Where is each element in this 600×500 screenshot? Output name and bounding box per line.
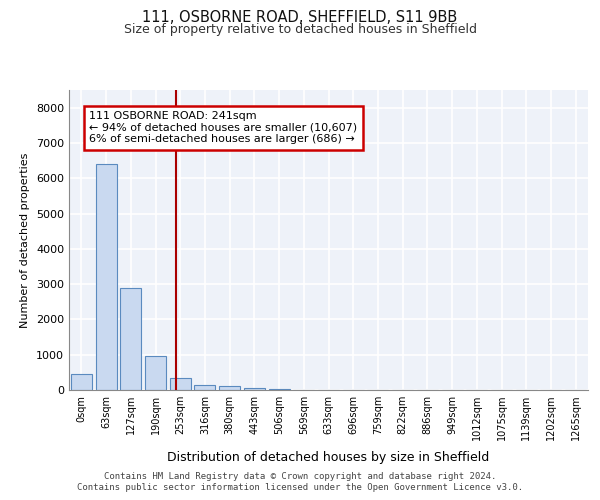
Text: 111, OSBORNE ROAD, SHEFFIELD, S11 9BB: 111, OSBORNE ROAD, SHEFFIELD, S11 9BB: [142, 10, 458, 25]
Bar: [194, 384, 215, 390]
Bar: [244, 388, 265, 390]
Text: Contains HM Land Registry data © Crown copyright and database right 2024.: Contains HM Land Registry data © Crown c…: [104, 472, 496, 481]
Bar: [71, 374, 92, 390]
Text: Contains public sector information licensed under the Open Government Licence v3: Contains public sector information licen…: [77, 483, 523, 492]
Bar: [95, 164, 116, 390]
Y-axis label: Number of detached properties: Number of detached properties: [20, 152, 31, 328]
Bar: [170, 378, 191, 390]
Text: Size of property relative to detached houses in Sheffield: Size of property relative to detached ho…: [124, 22, 476, 36]
Bar: [120, 288, 141, 390]
Bar: [145, 356, 166, 390]
Bar: [219, 386, 240, 390]
Text: 111 OSBORNE ROAD: 241sqm
← 94% of detached houses are smaller (10,607)
6% of sem: 111 OSBORNE ROAD: 241sqm ← 94% of detach…: [89, 111, 358, 144]
X-axis label: Distribution of detached houses by size in Sheffield: Distribution of detached houses by size …: [167, 452, 490, 464]
